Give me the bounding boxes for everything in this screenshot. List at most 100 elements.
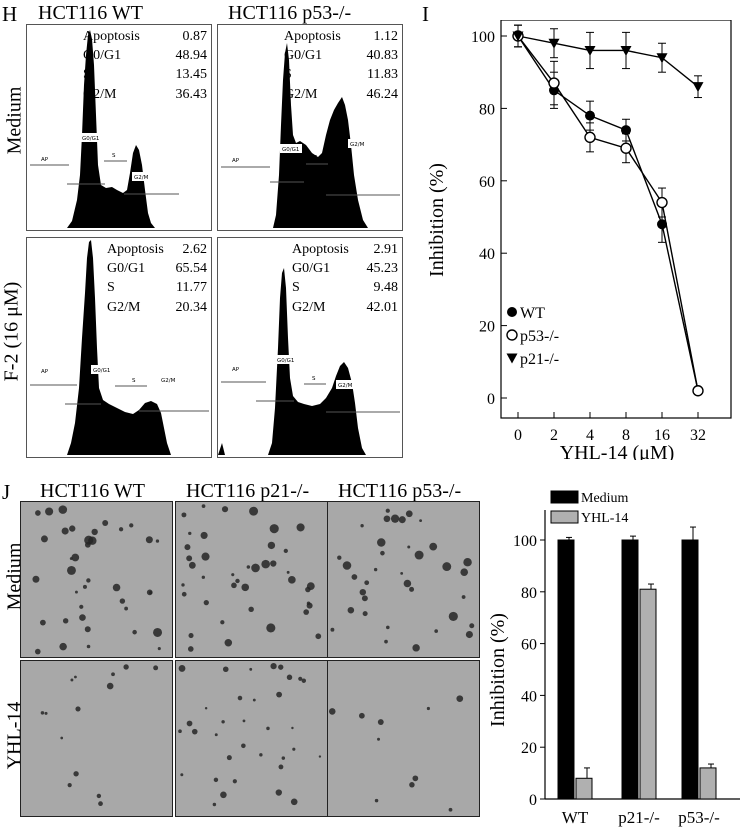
colony xyxy=(351,574,358,580)
colony xyxy=(32,575,40,583)
colony xyxy=(181,512,187,518)
colony xyxy=(188,632,194,639)
colony xyxy=(58,505,68,514)
colony xyxy=(249,667,253,671)
data-point xyxy=(621,125,631,136)
colony xyxy=(269,524,279,534)
data-point xyxy=(692,385,704,397)
series-line-p53-/- xyxy=(517,35,699,391)
colony xyxy=(409,586,415,592)
colony xyxy=(200,531,208,539)
panel-letter-i: I xyxy=(422,2,429,26)
colony xyxy=(45,507,54,516)
colony xyxy=(386,625,390,630)
colony xyxy=(35,510,41,516)
colony-shading xyxy=(21,502,172,657)
y-tick-label: 20 xyxy=(479,319,495,336)
data-point xyxy=(548,38,560,49)
y-tick-label: 100 xyxy=(471,29,495,46)
colony xyxy=(242,719,246,723)
stat-value-g0g1: 65.54 xyxy=(175,261,208,276)
colony xyxy=(377,719,384,726)
colony xyxy=(181,583,185,587)
bar-Medium-p21-/- xyxy=(621,539,639,800)
bar-Medium-WT xyxy=(557,539,575,800)
histogram-area xyxy=(218,268,402,455)
colony-column-title-wt: HCT116 WT xyxy=(40,480,145,502)
stat-value-apoptosis: 2.62 xyxy=(182,242,208,257)
colony xyxy=(155,539,160,543)
colony-background xyxy=(328,661,479,816)
colony xyxy=(463,557,472,567)
colony xyxy=(359,588,367,596)
data-point xyxy=(656,53,668,64)
bar-YHL-14-p53-/- xyxy=(699,767,717,800)
stats-box: Apoptosis 2.91 G0/G1 45.23 S 9.48 G2/M 4… xyxy=(292,240,398,320)
colony xyxy=(241,743,246,749)
stat-label-g0g1: G0/G1 xyxy=(83,48,122,63)
colony xyxy=(186,720,193,727)
colony-image-p21-yhl14 xyxy=(175,660,328,817)
stat-value-s: 9.48 xyxy=(373,280,399,295)
data-point xyxy=(548,77,560,89)
data-point xyxy=(584,131,596,144)
flow-row-label-medium: Medium xyxy=(3,86,26,155)
colony xyxy=(398,516,406,524)
colony xyxy=(374,798,379,803)
colony xyxy=(377,538,386,547)
data-point xyxy=(512,31,524,42)
colony xyxy=(201,504,206,508)
colony xyxy=(145,536,153,544)
histogram-p53-medium: AP G0/G1 S G2/M Apoptosis 1.12 G0/G1 40.… xyxy=(217,24,403,231)
colony-shading xyxy=(328,661,479,816)
colony xyxy=(71,553,80,562)
stat-label-g0g1: G0/G1 xyxy=(284,48,323,63)
colony xyxy=(306,602,313,609)
colony xyxy=(275,789,282,796)
colony xyxy=(405,510,413,518)
colony xyxy=(224,638,233,647)
colony xyxy=(67,782,72,788)
colony xyxy=(281,756,286,760)
colony xyxy=(383,515,391,523)
data-point xyxy=(584,45,596,56)
colony-image-p53-medium xyxy=(327,501,480,658)
stat-value-g2m: 42.01 xyxy=(366,300,399,315)
legend-label: WT xyxy=(520,305,545,322)
colony xyxy=(364,580,370,586)
gate-label-s: S xyxy=(314,155,318,161)
stat-label-apoptosis: Apoptosis xyxy=(83,29,140,44)
colony xyxy=(221,720,225,724)
colony xyxy=(180,773,184,777)
stat-value-s: 11.77 xyxy=(176,280,207,295)
stat-value-g0g1: 45.23 xyxy=(366,261,399,276)
colony xyxy=(118,527,124,532)
colony xyxy=(246,565,251,569)
gate-label-g2m: G2/M xyxy=(161,378,176,384)
colony xyxy=(75,706,81,712)
stat-value-g0g1: 40.83 xyxy=(366,48,399,63)
gate-label-g2m: G2/M xyxy=(350,142,365,148)
colony xyxy=(237,695,243,701)
colony xyxy=(124,606,129,611)
colony xyxy=(34,648,41,655)
colony xyxy=(278,764,284,770)
colony xyxy=(409,782,415,788)
colony xyxy=(84,626,91,633)
colony xyxy=(178,729,182,734)
legend-swatch xyxy=(550,490,579,504)
colony xyxy=(44,711,48,715)
stat-label-g2m: G2/M xyxy=(292,300,326,315)
colony xyxy=(203,600,209,606)
colony xyxy=(96,793,102,799)
stat-label-g2m: G2/M xyxy=(83,87,117,102)
colony-shading xyxy=(176,502,327,657)
colony xyxy=(412,644,420,652)
colony xyxy=(79,614,86,621)
y-tick-label: 100 xyxy=(513,533,537,550)
data-point xyxy=(620,45,632,56)
colony xyxy=(248,606,254,613)
y-tick-label: 80 xyxy=(521,585,537,602)
colony xyxy=(414,550,424,560)
colony xyxy=(278,664,284,670)
